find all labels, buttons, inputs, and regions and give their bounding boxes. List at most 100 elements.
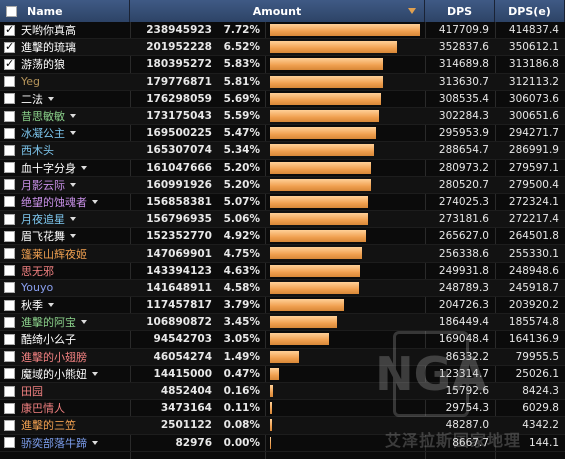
player-row[interactable]: 游荡的狼 180395272 5.83% 314689.8 313186.8: [0, 56, 565, 74]
player-row[interactable]: 眉飞花舞 152352770 4.92% 265627.0 264501.8: [0, 228, 565, 246]
player-name-label: 思无邪: [21, 264, 54, 278]
row-checkbox[interactable]: [4, 299, 15, 311]
row-checkbox[interactable]: [4, 248, 15, 260]
player-row[interactable]: 天哟你真高 238945923 7.72% 417709.9 414837.4: [0, 22, 565, 40]
expand-pet-caret-icon[interactable]: [92, 440, 98, 445]
player-row[interactable]: 西木头 165307074 5.34% 288654.7 286991.9: [0, 142, 565, 160]
row-checkbox[interactable]: [4, 93, 15, 105]
row-checkbox[interactable]: [4, 437, 15, 449]
percent-value: 0.16%: [223, 385, 260, 398]
row-checkbox[interactable]: [4, 419, 15, 431]
dpse-value: 350612.1: [508, 41, 559, 54]
amount-value: 117457817: [146, 299, 212, 312]
sort-descending-icon: [408, 8, 416, 14]
column-header-amount[interactable]: Amount: [130, 0, 425, 22]
expand-pet-caret-icon[interactable]: [70, 182, 76, 187]
player-row[interactable]: 月夜追星 156796935 5.06% 273181.6 272217.4: [0, 211, 565, 229]
amount-bar: [270, 195, 368, 208]
row-checkbox[interactable]: [4, 196, 15, 208]
percent-value: 3.45%: [223, 316, 260, 329]
row-checkbox[interactable]: [4, 144, 15, 156]
select-all-checkbox[interactable]: [6, 5, 17, 17]
player-row[interactable]: 康巴情人 3473164 0.11% 29754.3 6029.8: [0, 400, 565, 418]
amount-value: 143394123: [146, 264, 212, 277]
row-checkbox[interactable]: [4, 179, 15, 191]
column-header-name[interactable]: Name: [0, 0, 130, 22]
amount-bar: [270, 213, 368, 226]
row-checkbox[interactable]: [4, 110, 15, 122]
player-row[interactable]: 秋季 117457817 3.79% 204726.3 203920.2: [0, 297, 565, 315]
row-checkbox[interactable]: [4, 351, 15, 363]
row-checkbox[interactable]: [4, 282, 15, 294]
expand-pet-caret-icon[interactable]: [70, 131, 76, 136]
column-header-dps[interactable]: DPS: [425, 0, 495, 22]
row-checkbox[interactable]: [4, 316, 15, 328]
player-row[interactable]: 魔域的小熊妞 14415000 0.47% 123314.7 25026.1: [0, 366, 565, 383]
amount-bar: [270, 436, 271, 449]
player-row[interactable]: 昔思敏敏 173175043 5.59% 302284.3 300651.6: [0, 107, 565, 126]
expand-pet-caret-icon[interactable]: [70, 217, 76, 222]
expand-pet-caret-icon[interactable]: [81, 320, 87, 325]
dpse-value: 144.1: [528, 436, 559, 449]
player-row[interactable]: 酷绮小么子 94542703 3.05% 169048.4 164136.9: [0, 331, 565, 349]
row-checkbox[interactable]: [4, 57, 15, 70]
player-row[interactable]: 冰凝公主 169500225 5.47% 295953.9 294271.7: [0, 125, 565, 143]
percent-value: 4.92%: [223, 230, 260, 243]
amount-value: 173175043: [146, 110, 212, 123]
expand-pet-caret-icon[interactable]: [81, 165, 87, 170]
player-name: 冰凝公主: [21, 125, 131, 141]
amount-bar: [270, 230, 366, 243]
expand-pet-caret-icon[interactable]: [48, 303, 54, 308]
player-row[interactable]: Yeg 179776871 5.81% 313630.7 312113.2: [0, 73, 565, 91]
dpse-value: 6029.8: [522, 402, 559, 415]
expand-pet-caret-icon[interactable]: [70, 114, 76, 119]
expand-pet-caret-icon[interactable]: [92, 199, 98, 204]
percent-value: 0.00%: [223, 436, 260, 449]
amount-bar: [270, 247, 362, 260]
amount-value: 14415000: [153, 367, 212, 380]
amount-value: 46054274: [153, 350, 212, 363]
row-checkbox[interactable]: [4, 76, 15, 88]
expand-pet-caret-icon[interactable]: [70, 234, 76, 239]
player-row[interactable]: 二法 176298059 5.69% 308535.4 306073.6: [0, 91, 565, 108]
dps-value: 48287.0: [445, 419, 489, 432]
player-name-label: 篷莱山辉夜姬: [21, 247, 87, 261]
player-row[interactable]: 進擊的三笠 2501122 0.08% 48287.0 4342.2: [0, 417, 565, 435]
row-checkbox[interactable]: [4, 230, 15, 242]
dpse-value: 248948.6: [508, 264, 559, 277]
row-checkbox[interactable]: [4, 162, 15, 174]
column-header-dpse[interactable]: DPS(e): [495, 0, 565, 22]
player-row[interactable]: 月影云际 160991926 5.20% 280520.7 279500.4: [0, 176, 565, 194]
row-checkbox[interactable]: [4, 402, 15, 414]
row-checkbox[interactable]: [4, 265, 15, 277]
player-name-label: 二法: [21, 92, 43, 106]
row-checkbox[interactable]: [4, 213, 15, 225]
player-row[interactable]: 血十字分身 161047666 5.20% 280973.2 279597.1: [0, 160, 565, 177]
row-checkbox[interactable]: [4, 127, 15, 139]
row-checkbox[interactable]: [4, 368, 15, 380]
row-checkbox[interactable]: [4, 385, 15, 397]
percent-value: 5.34%: [223, 144, 260, 157]
player-row[interactable]: 進擊的阿宝 106890872 3.45% 186449.4 185574.8: [0, 314, 565, 332]
row-checkbox[interactable]: [4, 23, 15, 36]
player-row[interactable]: 绝望的蚀魂者 156858381 5.07% 274025.3 272324.1: [0, 194, 565, 212]
percent-value: 0.11%: [223, 402, 260, 415]
player-row[interactable]: 進擊的琉璃 201952228 6.52% 352837.6 350612.1: [0, 39, 565, 57]
dps-value: 265627.0: [438, 230, 489, 243]
player-row[interactable]: 進擊的小翅膀 46054274 1.49% 86332.2 79955.5: [0, 348, 565, 366]
dps-value: 204726.3: [438, 299, 489, 312]
column-header-bar: Name Amount DPS DPS(e): [0, 0, 565, 22]
expand-pet-caret-icon[interactable]: [92, 371, 98, 376]
player-row[interactable]: 骄奕部落牛蹄 82976 0.00% 8667.7 144.1: [0, 435, 565, 452]
row-checkbox[interactable]: [4, 333, 15, 345]
row-checkbox[interactable]: [4, 40, 15, 53]
player-row[interactable]: 篷莱山辉夜姬 147069901 4.75% 256338.6 255330.1: [0, 245, 565, 263]
player-name-label: 進擊的三笠: [21, 419, 76, 433]
expand-pet-caret-icon[interactable]: [48, 96, 54, 101]
player-row[interactable]: 思无邪 143394123 4.63% 249931.8 248948.6: [0, 263, 565, 280]
dpse-header-label: DPS(e): [508, 4, 551, 18]
player-name: 進擊的小翅膀: [21, 349, 131, 365]
player-row[interactable]: Youyo 141648911 4.58% 248789.3 245918.7: [0, 279, 565, 297]
player-row[interactable]: 田园 4852404 0.16% 15792.6 8424.3: [0, 382, 565, 401]
dpse-value: 279597.1: [508, 161, 559, 174]
